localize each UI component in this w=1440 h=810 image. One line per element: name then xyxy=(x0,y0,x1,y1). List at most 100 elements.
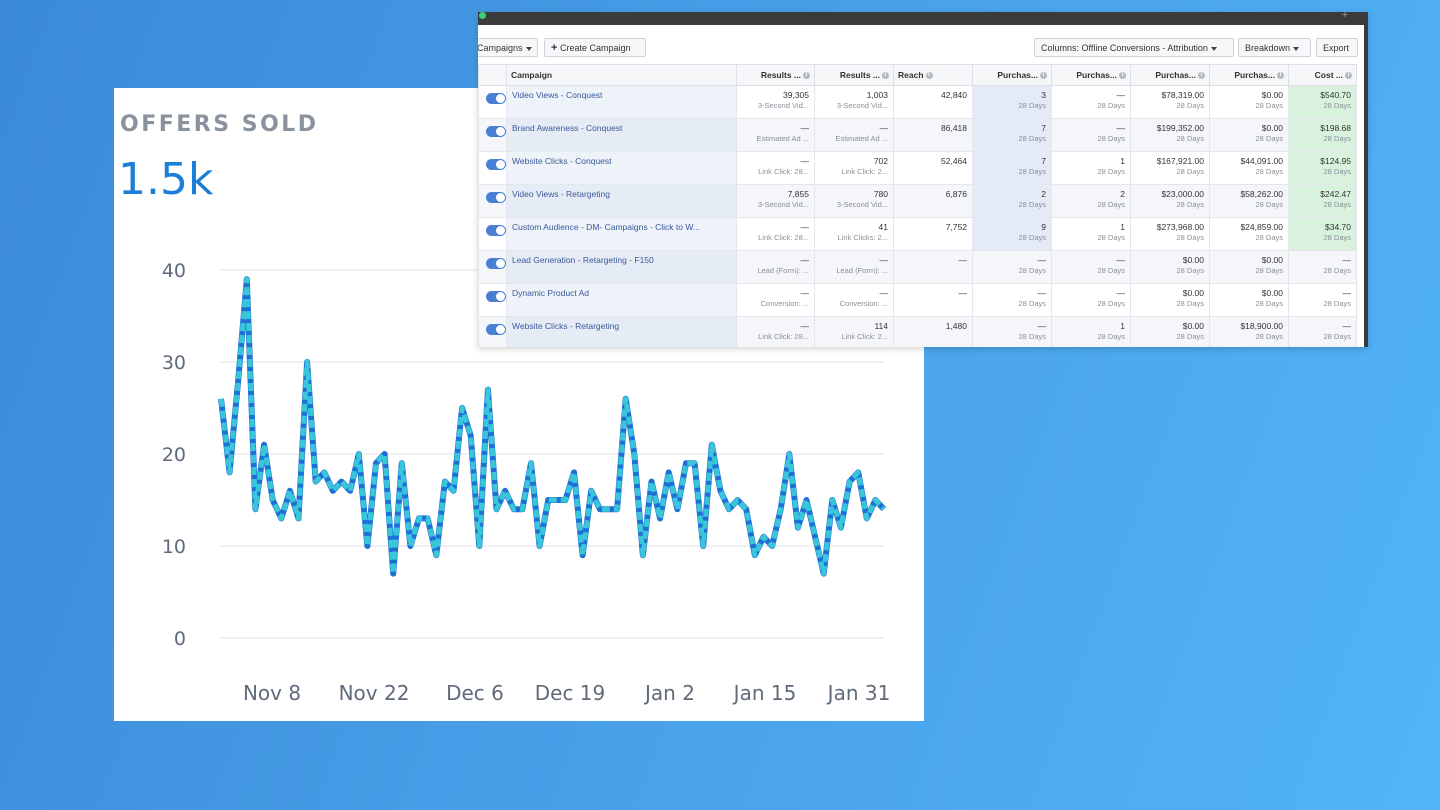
campaign-toggle[interactable] xyxy=(486,126,506,137)
x-tick-label: Nov 22 xyxy=(339,681,410,705)
campaign-toggle[interactable] xyxy=(486,291,506,302)
info-icon[interactable]: i xyxy=(1277,72,1284,80)
column-header[interactable]: Purchas... i xyxy=(1209,64,1289,86)
export-button[interactable]: Export xyxy=(1316,38,1358,57)
campaign-toggle[interactable] xyxy=(486,159,506,170)
campaign-toggle-cell xyxy=(478,250,507,284)
purchases-value-cell: $58,262.00 28 Days xyxy=(1209,184,1289,218)
column-header[interactable]: Purchas... i xyxy=(1130,64,1210,86)
campaign-toggle-cell xyxy=(478,217,507,251)
table-header-row: Campaign Results ... i Results ... i Reach… xyxy=(478,64,1357,86)
column-header[interactable]: Campaign xyxy=(506,64,737,86)
results-subtext: Link Click: 28... xyxy=(758,332,809,341)
campaign-toggle[interactable] xyxy=(486,93,506,104)
info-icon[interactable]: i xyxy=(925,72,933,80)
table-row[interactable]: Dynamic Product Ad — Conversion: ... — Conve… xyxy=(478,283,1357,317)
reach-value: 52,464 xyxy=(941,156,967,166)
results-cell: — Estimated Ad ... xyxy=(736,118,815,152)
campaign-toggle[interactable] xyxy=(486,192,506,203)
purchases-conversion-value: $24,859.00 xyxy=(1240,222,1283,232)
purchases-value: 1 xyxy=(1120,156,1125,166)
results-value: — xyxy=(800,288,810,298)
columns-dropdown[interactable]: Columns: Offline Conversions - Attributi… xyxy=(1034,38,1234,57)
table-row[interactable]: Lead Generation - Retargeting - F150 — Lea… xyxy=(478,250,1357,284)
create-campaign-button[interactable]: + Create Campaign xyxy=(544,38,646,57)
breakdown-dropdown[interactable]: Breakdown xyxy=(1238,38,1311,57)
campaign-name-link[interactable]: Video Views - Retargeting xyxy=(512,189,610,199)
campaign-name-cell: Dynamic Product Ad xyxy=(506,283,737,317)
column-header[interactable]: Results ... i xyxy=(736,64,815,86)
days-subtext: 28 Days xyxy=(1018,134,1046,143)
info-icon[interactable]: i xyxy=(882,72,889,80)
column-header[interactable]: Reach i xyxy=(893,64,973,86)
y-tick-label: 30 xyxy=(162,352,186,374)
days-subtext: 28 Days xyxy=(1018,299,1046,308)
campaign-name-link[interactable]: Brand Awareness - Conquest xyxy=(512,123,623,133)
purchases-value-cell: $23,000.00 28 Days xyxy=(1130,184,1210,218)
info-icon[interactable]: i xyxy=(1040,72,1047,80)
campaign-name-link[interactable]: Website Clicks - Conquest xyxy=(512,156,612,166)
column-header[interactable]: Results ... i xyxy=(814,64,894,86)
campaign-toggle[interactable] xyxy=(486,258,506,269)
campaign-name-link[interactable]: Lead Generation - Retargeting - F150 xyxy=(512,255,654,265)
days-subtext: 28 Days xyxy=(1176,299,1204,308)
campaign-toggle[interactable] xyxy=(486,324,506,335)
campaigns-dropdown[interactable]: Campaigns xyxy=(478,38,538,57)
chevron-down-icon xyxy=(525,46,532,51)
purchases-value: 2 xyxy=(1041,189,1046,199)
table-row[interactable]: Brand Awareness - Conquest — Estimated Ad … xyxy=(478,118,1357,152)
campaign-name-cell: Video Views - Conquest xyxy=(506,85,737,119)
info-icon[interactable]: i xyxy=(1198,72,1205,80)
table-row[interactable]: Website Clicks - Retargeting — Link Click:… xyxy=(478,316,1357,347)
column-header[interactable]: Purchas... i xyxy=(972,64,1052,86)
info-icon[interactable]: i xyxy=(1345,72,1352,80)
purchases-conversion-value: $0.00 xyxy=(1261,288,1283,298)
purchases-conversion-value: $44,091.00 xyxy=(1240,156,1283,166)
campaign-toggle[interactable] xyxy=(486,225,506,236)
purchases-value-cell: $199,352.00 28 Days xyxy=(1130,118,1210,152)
campaign-name-link[interactable]: Custom Audience - DM- Campaigns - Click … xyxy=(512,222,701,232)
purchases-value-cell: $0.00 28 Days xyxy=(1209,118,1289,152)
table-row[interactable]: Website Clicks - Conquest — Link Click: 28… xyxy=(478,151,1357,185)
table-row[interactable]: Video Views - Conquest 39,305 3-Second Vid… xyxy=(478,85,1357,119)
purchases-conversion-value: $18,900.00 xyxy=(1240,321,1283,331)
campaign-name-link[interactable]: Website Clicks - Retargeting xyxy=(512,321,620,331)
info-icon[interactable]: i xyxy=(803,72,810,80)
table-row[interactable]: Custom Audience - DM- Campaigns - Click … xyxy=(478,217,1357,251)
campaign-name-link[interactable]: Dynamic Product Ad xyxy=(512,288,590,298)
purchases-cell: 2 28 Days xyxy=(1051,184,1131,218)
purchases-value: 3 xyxy=(1041,90,1046,100)
days-subtext: 28 Days xyxy=(1097,134,1125,143)
cost-cell: —28 Days xyxy=(1288,250,1357,284)
results-value: 780 xyxy=(873,189,888,199)
info-icon[interactable]: i xyxy=(1119,72,1126,80)
toolbar: Campaigns + Create Campaign Columns: Off… xyxy=(478,36,1364,62)
new-tab-icon[interactable]: + xyxy=(1341,12,1348,21)
column-header[interactable]: Cost ... i xyxy=(1288,64,1357,86)
days-subtext: 28 Days xyxy=(1255,167,1283,176)
campaign-name-cell: Website Clicks - Retargeting xyxy=(506,316,737,347)
cost-value: — xyxy=(1342,321,1352,331)
purchases-cell: 9 28 Days xyxy=(972,217,1052,251)
results-subtext: Lead (Form): ... xyxy=(757,266,809,275)
purchases-conversion-value: $0.00 xyxy=(1182,321,1204,331)
days-subtext: 28 Days xyxy=(1097,266,1125,275)
purchases-value-cell: $18,900.00 28 Days xyxy=(1209,316,1289,347)
results-subtext: 3-Second Vid... xyxy=(836,101,888,110)
results-subtext: Estimated Ad ... xyxy=(835,134,888,143)
results-subtext: Link Click: 2... xyxy=(841,332,888,341)
purchases-conversion-value: $0.00 xyxy=(1261,255,1283,265)
purchases-value-cell: $0.00 28 Days xyxy=(1209,250,1289,284)
table-row[interactable]: Video Views - Retargeting 7,855 3-Second V… xyxy=(478,184,1357,218)
days-subtext: 28 Days xyxy=(1097,233,1125,242)
window-title-bar: + xyxy=(478,12,1364,25)
column-header[interactable]: Purchas... i xyxy=(1051,64,1131,86)
reach-value: — xyxy=(958,255,968,265)
results-value: 114 xyxy=(874,321,888,331)
campaign-name-link[interactable]: Video Views - Conquest xyxy=(512,90,603,100)
ads-manager-window: + Campaigns + Create Campaign Columns: O… xyxy=(478,12,1368,347)
reach-value: 6,876 xyxy=(945,189,967,199)
campaign-toggle-cell xyxy=(478,151,507,185)
y-tick-label: 40 xyxy=(162,260,186,282)
results-value: — xyxy=(800,222,810,232)
